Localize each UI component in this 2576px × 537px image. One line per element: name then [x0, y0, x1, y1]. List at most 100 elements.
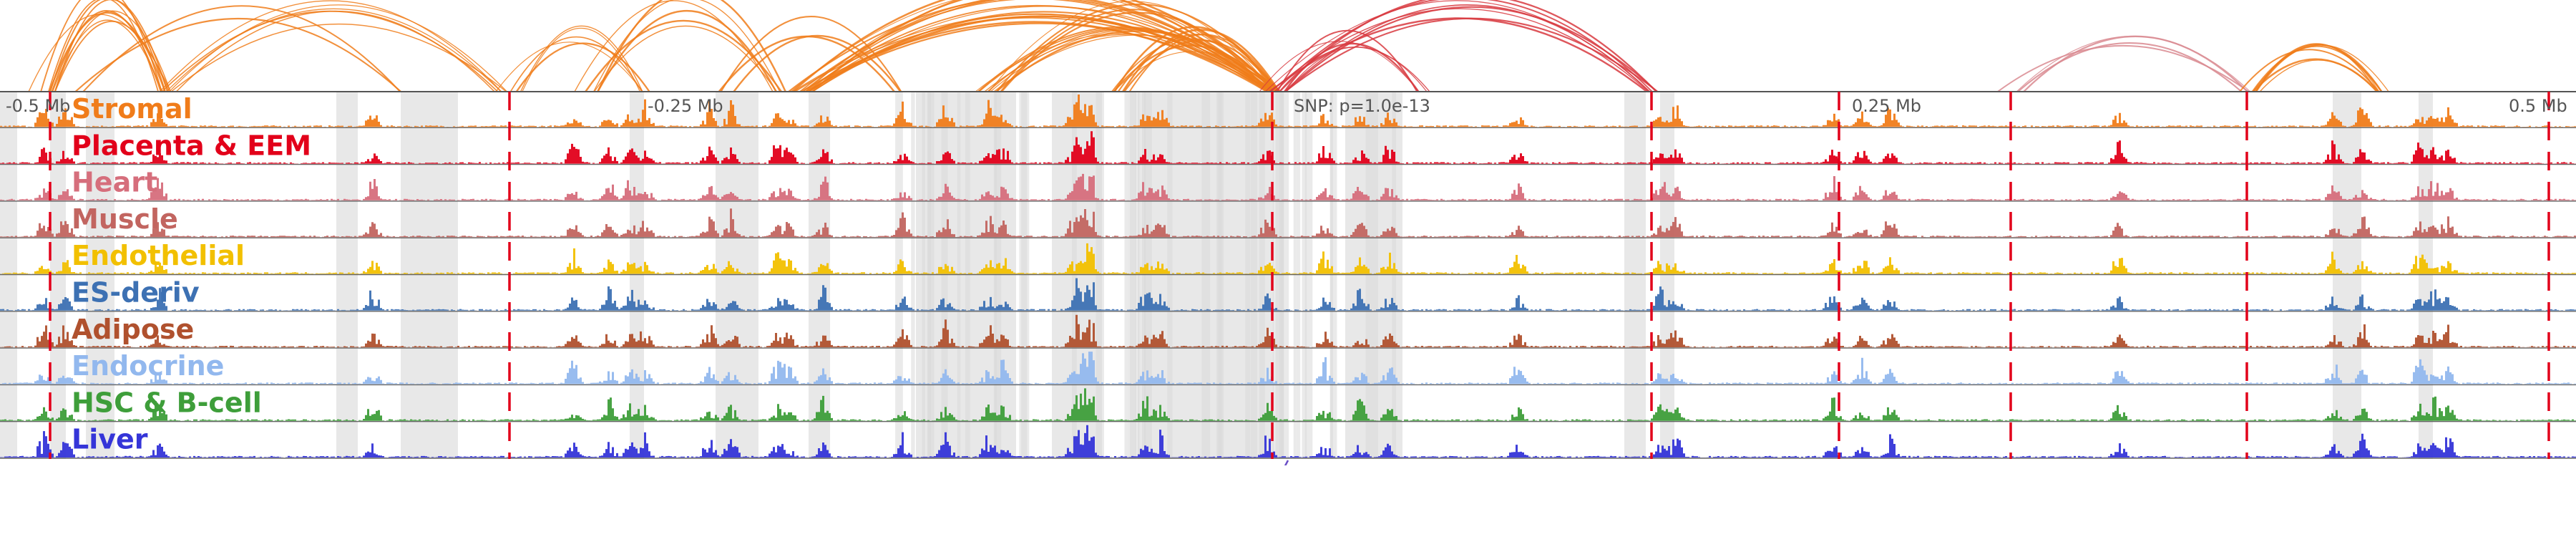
interaction-arc — [1113, 26, 1274, 92]
highlight-band — [1392, 92, 1396, 459]
highlight-band — [809, 92, 830, 459]
interaction-arc — [1122, 29, 1280, 92]
interaction-arc — [988, 1, 1274, 92]
ruler-label: -0.5 Mb — [6, 96, 70, 116]
interaction-arc — [169, 4, 507, 92]
highlight-band — [1167, 92, 1173, 459]
highlight-band — [965, 92, 970, 459]
track-label-stromal: Stromal — [72, 93, 192, 125]
highlight-band — [1216, 92, 1222, 459]
track-hsc-bcell: HSC & B-cell — [0, 387, 2576, 422]
highlight-band — [1660, 92, 1674, 459]
highlight-band — [1251, 92, 1257, 459]
track-label-endothelial: Endothelial — [72, 240, 245, 271]
interaction-arc — [1279, 0, 1657, 92]
interaction-arc — [161, 11, 499, 92]
track-endocrine: Endocrine — [0, 350, 2576, 386]
interaction-arc — [159, 0, 502, 92]
interaction-arc — [811, 16, 1273, 92]
interaction-arc — [995, 30, 1282, 92]
signal-placenta — [0, 131, 2576, 164]
track-heart: Heart — [0, 167, 2576, 202]
highlight-band — [1304, 92, 1313, 459]
highlight-band — [1142, 92, 1146, 459]
highlight-band — [1373, 92, 1378, 459]
highlight-band — [1293, 92, 1297, 459]
interaction-arc — [597, 10, 777, 92]
highlight-band — [1201, 92, 1211, 459]
signal-endocrine — [0, 352, 2576, 384]
signal-liver — [0, 425, 2576, 458]
track-label-es-deriv: ES-deriv — [72, 277, 200, 309]
highlight-band — [927, 92, 932, 459]
highlight-band — [1071, 92, 1077, 459]
track-label-muscle: Muscle — [72, 203, 178, 235]
highlight-band — [1135, 92, 1140, 459]
interaction-arc — [794, 16, 1270, 92]
highlight-band — [941, 92, 948, 459]
interaction-arc — [2253, 44, 2389, 92]
highlight-band — [1245, 92, 1251, 459]
interaction-arc — [52, 19, 163, 92]
highlight-band — [1330, 92, 1337, 459]
highlight-band — [1280, 92, 1289, 459]
highlight-band — [630, 92, 644, 459]
highlight-band — [1124, 92, 1129, 459]
highlight-band — [1624, 92, 1646, 459]
interaction-arc — [593, 0, 781, 92]
track-label-heart: Heart — [72, 167, 157, 198]
highlight-band — [0, 92, 17, 459]
track-label-liver: Liver — [72, 424, 148, 455]
interaction-arc — [977, 26, 1269, 92]
highlight-band — [1143, 92, 1152, 459]
track-label-hsc-bcell: HSC & B-cell — [72, 387, 262, 418]
signal-es-deriv — [0, 278, 2576, 311]
track-liver: Liver — [0, 424, 2576, 459]
ruler-label: 0.5 Mb — [2509, 96, 2567, 116]
interaction-arc — [1259, 41, 1420, 92]
interaction-arc — [509, 36, 643, 92]
interaction-arc — [2239, 49, 2380, 92]
highlight-band — [895, 92, 903, 459]
highlight-band — [995, 92, 1002, 459]
interaction-arc — [2259, 59, 2377, 92]
interaction-arc — [54, 10, 171, 92]
track-label-placenta: Placenta & EEM — [72, 130, 311, 161]
signal-heart — [0, 173, 2576, 200]
highlight-band — [957, 92, 961, 459]
interaction-arc — [495, 42, 643, 92]
signal-stromal — [0, 95, 2576, 127]
highlight-band — [1021, 92, 1030, 459]
gwas-lead-snp — [1284, 460, 1289, 465]
highlight-band — [1259, 92, 1265, 459]
signal-hsc-bcell — [0, 388, 2576, 421]
track-endothelial: Endothelial — [0, 240, 2576, 276]
highlight-band — [1128, 92, 1137, 459]
highlight-band — [86, 92, 114, 459]
highlight-band — [336, 92, 358, 459]
interaction-arc — [48, 0, 159, 92]
interaction-arc — [1997, 45, 2249, 92]
track-placenta: Placenta & EEM — [0, 130, 2576, 165]
interaction-arc — [2252, 58, 2379, 92]
interaction-arc — [519, 25, 643, 92]
track-stromal: Stromal — [0, 93, 2576, 129]
highlight-band — [50, 92, 66, 459]
highlight-band — [716, 92, 758, 459]
interaction-arc — [2016, 36, 2251, 92]
interaction-arc — [733, 34, 902, 92]
highlight-band — [1302, 92, 1307, 459]
interaction-arc — [593, 25, 778, 92]
track-label-endocrine: Endocrine — [72, 350, 224, 382]
ruler-label: -0.25 Mb — [648, 96, 723, 116]
highlight-band — [922, 92, 925, 459]
interaction-arc — [597, 0, 786, 92]
track-es-deriv: ES-deriv — [0, 277, 2576, 312]
interaction-arc — [74, 17, 402, 92]
highlight-band — [1296, 92, 1301, 459]
interaction-arc — [522, 27, 640, 92]
signal-tracks-panel: Stromal Placenta & EEM Heart Muscle Endothel… — [0, 91, 2576, 465]
interaction-arc — [1284, 17, 1659, 92]
highlight-band — [1096, 92, 1104, 459]
